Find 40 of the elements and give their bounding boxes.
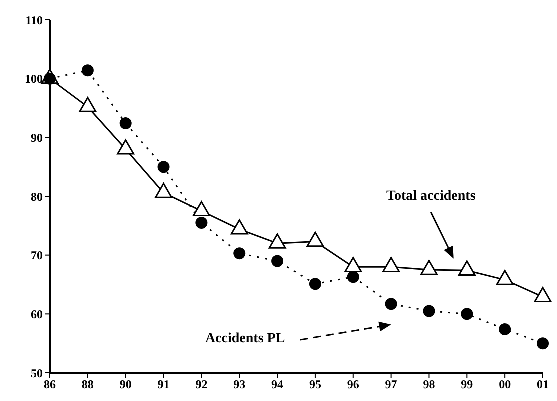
- y-tick-label: 90: [31, 130, 43, 145]
- annotation: Accidents PL: [205, 331, 286, 346]
- point: [79, 97, 97, 112]
- point: [196, 216, 208, 229]
- point: [423, 305, 436, 318]
- point: [192, 201, 210, 217]
- point: [272, 255, 284, 268]
- x-tick-label: 94: [272, 378, 284, 392]
- y-tick-label: 110: [26, 13, 43, 28]
- point: [347, 271, 360, 284]
- x-tick-label: 96: [347, 378, 360, 392]
- point: [499, 323, 512, 336]
- point: [117, 139, 135, 155]
- x-tick-label: 86: [44, 378, 56, 392]
- x-tick-label: 99: [461, 378, 474, 392]
- y-tick-label: 60: [31, 307, 43, 322]
- point: [537, 338, 549, 350]
- x-tick-label: 01: [537, 378, 549, 392]
- x-tick-label: 97: [385, 378, 398, 392]
- x-tick-label: 90: [120, 378, 132, 392]
- point: [306, 232, 324, 248]
- point: [385, 298, 398, 310]
- point: [155, 183, 172, 198]
- y-tick-label: 70: [31, 248, 43, 263]
- point: [268, 234, 286, 249]
- x-tick-label: 93: [234, 378, 246, 392]
- y-tick-label: 100: [25, 72, 43, 86]
- annotation: Total accidents: [386, 189, 476, 204]
- x-tick-label: 00: [499, 378, 512, 392]
- y-tick-label: 50: [31, 366, 43, 380]
- point: [309, 278, 322, 290]
- point: [234, 248, 246, 260]
- x-tick-label: 98: [423, 378, 436, 392]
- y-tick-label: 80: [31, 190, 43, 204]
- point: [230, 219, 248, 235]
- x-tick-label: 92: [196, 378, 208, 392]
- point: [461, 308, 474, 320]
- x-tick-label: 95: [309, 378, 322, 392]
- x-tick-label: 88: [82, 378, 94, 392]
- x-tick-label: 91: [158, 378, 170, 392]
